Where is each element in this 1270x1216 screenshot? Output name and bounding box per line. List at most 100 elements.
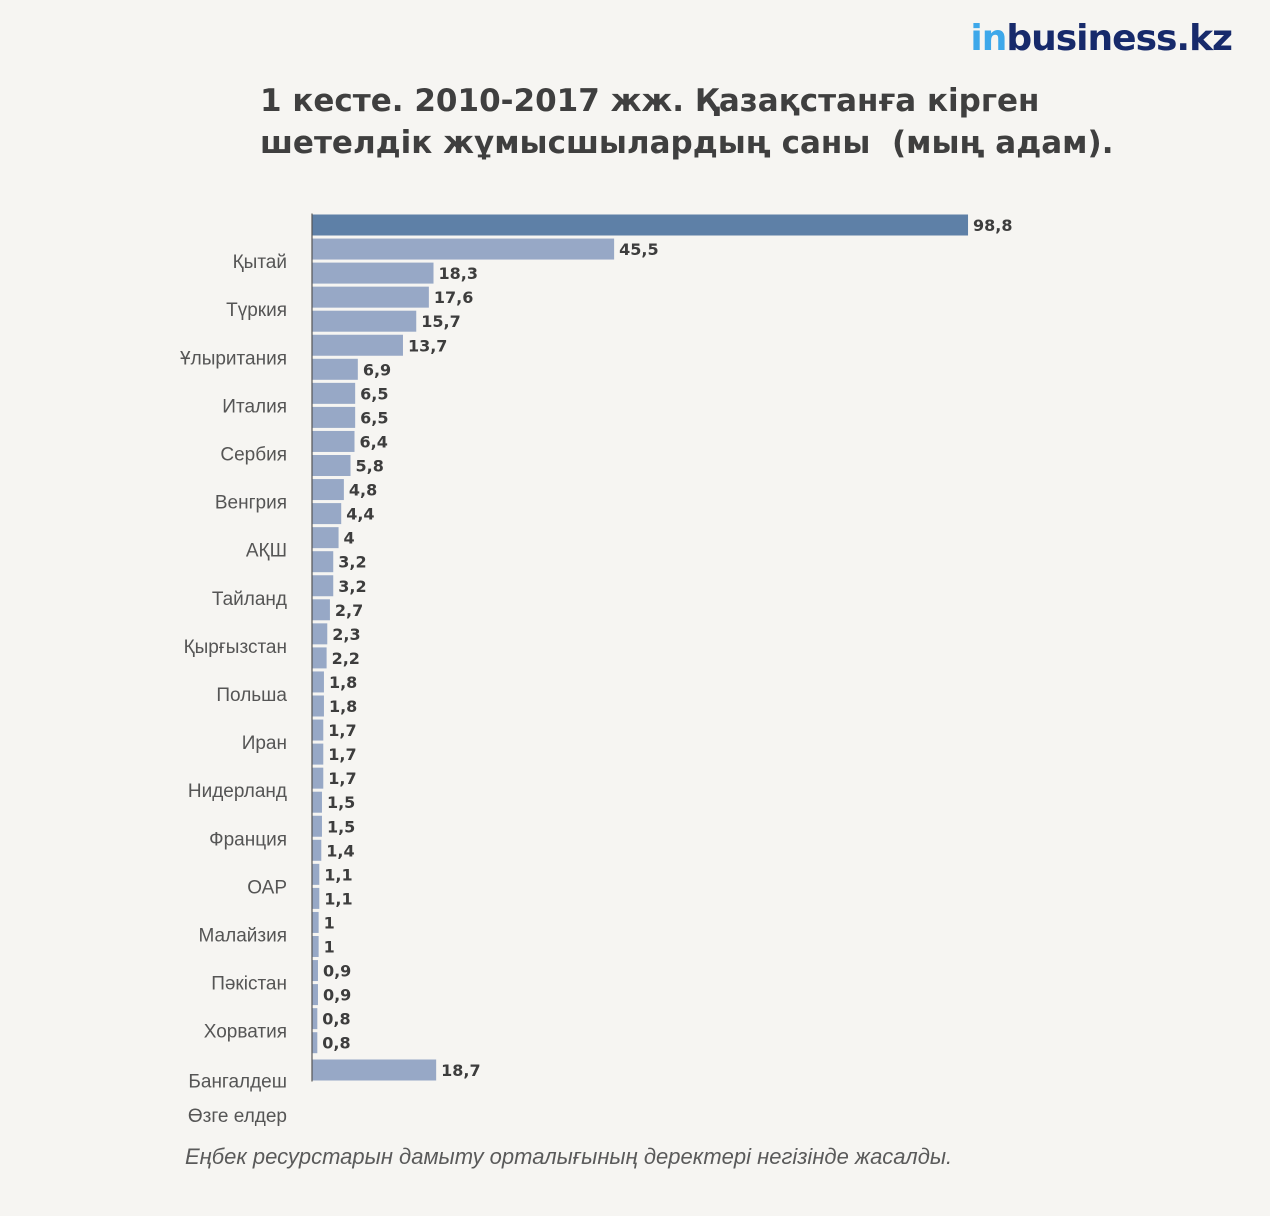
bar-16	[312, 599, 330, 621]
bar-11	[312, 479, 344, 501]
logo-prefix: in	[970, 18, 1007, 59]
value-label-30: 1	[324, 938, 335, 957]
category-label-7: Тайланд	[212, 589, 287, 610]
value-label-18: 2,2	[332, 649, 360, 668]
value-label-32: 0,9	[323, 986, 351, 1005]
bar-8	[312, 406, 356, 428]
bar-20	[312, 695, 324, 717]
value-label-17: 2,3	[332, 625, 360, 644]
value-labels-group: 98,8 45,5 18,3 17,6 15,7 13,7 6,9 6,5 6,5 6,4 5,8 4…	[322, 216, 1012, 1080]
logo-text: business.kz	[1006, 18, 1233, 59]
bar-35	[312, 1059, 437, 1081]
value-label-14: 3,2	[338, 553, 366, 572]
category-label-11: Нидерланд	[188, 781, 287, 802]
bar-17	[312, 623, 328, 645]
value-label-13: 4	[344, 529, 355, 548]
category-label-6: АҚШ	[246, 541, 287, 562]
value-label-26: 1,4	[326, 841, 354, 860]
bar-33	[312, 1008, 318, 1030]
category-label-18: Өзге елдер	[188, 1106, 287, 1127]
category-label-8: Қырғызстан	[184, 637, 287, 658]
value-label-19: 1,8	[329, 673, 357, 692]
value-label-10: 5,8	[356, 457, 384, 476]
category-label-17: Бангалдеш	[188, 1071, 287, 1092]
bar-24	[312, 791, 322, 813]
category-label-3: Италия	[222, 396, 287, 417]
value-label-31: 0,9	[323, 962, 351, 981]
value-label-3: 17,6	[434, 288, 473, 307]
bar-22	[312, 743, 324, 765]
bar-13	[312, 527, 339, 549]
value-label-12: 4,4	[346, 505, 374, 524]
bar-0	[312, 214, 969, 236]
bar-25	[312, 815, 322, 837]
bar-4	[312, 310, 417, 332]
bar-34	[312, 1032, 318, 1054]
inbusiness-logo: inbusiness.kz	[970, 18, 1233, 59]
chart-title: 1 кесте. 2010-2017 жж. Қазақстанға кірге…	[260, 80, 1160, 164]
value-label-5: 13,7	[408, 336, 447, 355]
bar-12	[312, 503, 342, 525]
value-label-9: 6,4	[359, 432, 387, 451]
value-label-2: 18,3	[439, 264, 478, 283]
value-label-35: 18,7	[441, 1061, 480, 1080]
category-label-4: Сербия	[220, 444, 287, 465]
bar-18	[312, 647, 327, 669]
bar-28	[312, 887, 320, 909]
value-label-22: 1,7	[328, 745, 356, 764]
bar-14	[312, 551, 334, 573]
bar-26	[312, 839, 322, 861]
bar-29	[312, 911, 319, 933]
chart-title-line-2: шетелдік жұмысшылардың саны (мың адам).	[260, 125, 1114, 161]
bar-1	[312, 238, 615, 260]
value-label-27: 1,1	[324, 865, 352, 884]
bar-10	[312, 455, 351, 476]
category-label-10: Иран	[242, 733, 287, 754]
value-label-24: 1,5	[327, 793, 355, 812]
category-label-15: Пәкістан	[211, 974, 287, 995]
bar-9	[312, 430, 355, 452]
value-label-21: 1,7	[328, 721, 356, 740]
bar-30	[312, 936, 319, 957]
value-label-11: 4,8	[349, 481, 377, 500]
value-label-16: 2,7	[335, 601, 363, 620]
category-label-1: Түркия	[226, 300, 287, 321]
category-label-2: Ұлыритания	[180, 348, 287, 369]
category-label-9: Польша	[216, 685, 287, 706]
value-label-25: 1,5	[327, 817, 355, 836]
value-label-15: 3,2	[338, 577, 366, 596]
bar-7	[312, 382, 356, 404]
value-label-8: 6,5	[360, 408, 388, 427]
chart-title-line-1: 1 кесте. 2010-2017 жж. Қазақстанға кірге…	[260, 83, 1040, 119]
bar-2	[312, 262, 434, 284]
category-label-5: Венгрия	[215, 493, 287, 514]
value-label-4: 15,7	[421, 312, 460, 331]
category-label-0: Қытай	[233, 252, 287, 273]
value-label-33: 0,8	[322, 1010, 350, 1029]
bar-15	[312, 575, 334, 597]
bar-21	[312, 719, 324, 741]
category-label-13: ОАР	[247, 877, 287, 898]
value-label-6: 6,9	[363, 360, 391, 379]
source-footnote: Еңбек ресурстарын дамыту орталығының дер…	[185, 1144, 953, 1169]
bar-6	[312, 358, 358, 380]
category-label-12: Франция	[209, 829, 287, 850]
value-label-0: 98,8	[973, 216, 1012, 235]
value-label-29: 1	[324, 913, 335, 932]
bar-23	[312, 767, 324, 789]
bar-5	[312, 334, 403, 356]
bar-32	[312, 984, 318, 1006]
bar-27	[312, 863, 320, 885]
value-label-23: 1,7	[328, 769, 356, 788]
category-label-14: Малайзия	[199, 925, 288, 946]
category-labels-group: Қытай Түркия Ұлыритания Италия Сербия Венгри…	[180, 252, 287, 1127]
value-label-34: 0,8	[322, 1034, 350, 1053]
bar-19	[312, 671, 324, 693]
value-label-1: 45,5	[619, 240, 658, 259]
value-label-7: 6,5	[360, 384, 388, 403]
value-label-20: 1,8	[329, 697, 357, 716]
bar-3	[312, 286, 429, 308]
bar-31	[312, 960, 318, 982]
category-label-16: Хорватия	[204, 1022, 287, 1043]
